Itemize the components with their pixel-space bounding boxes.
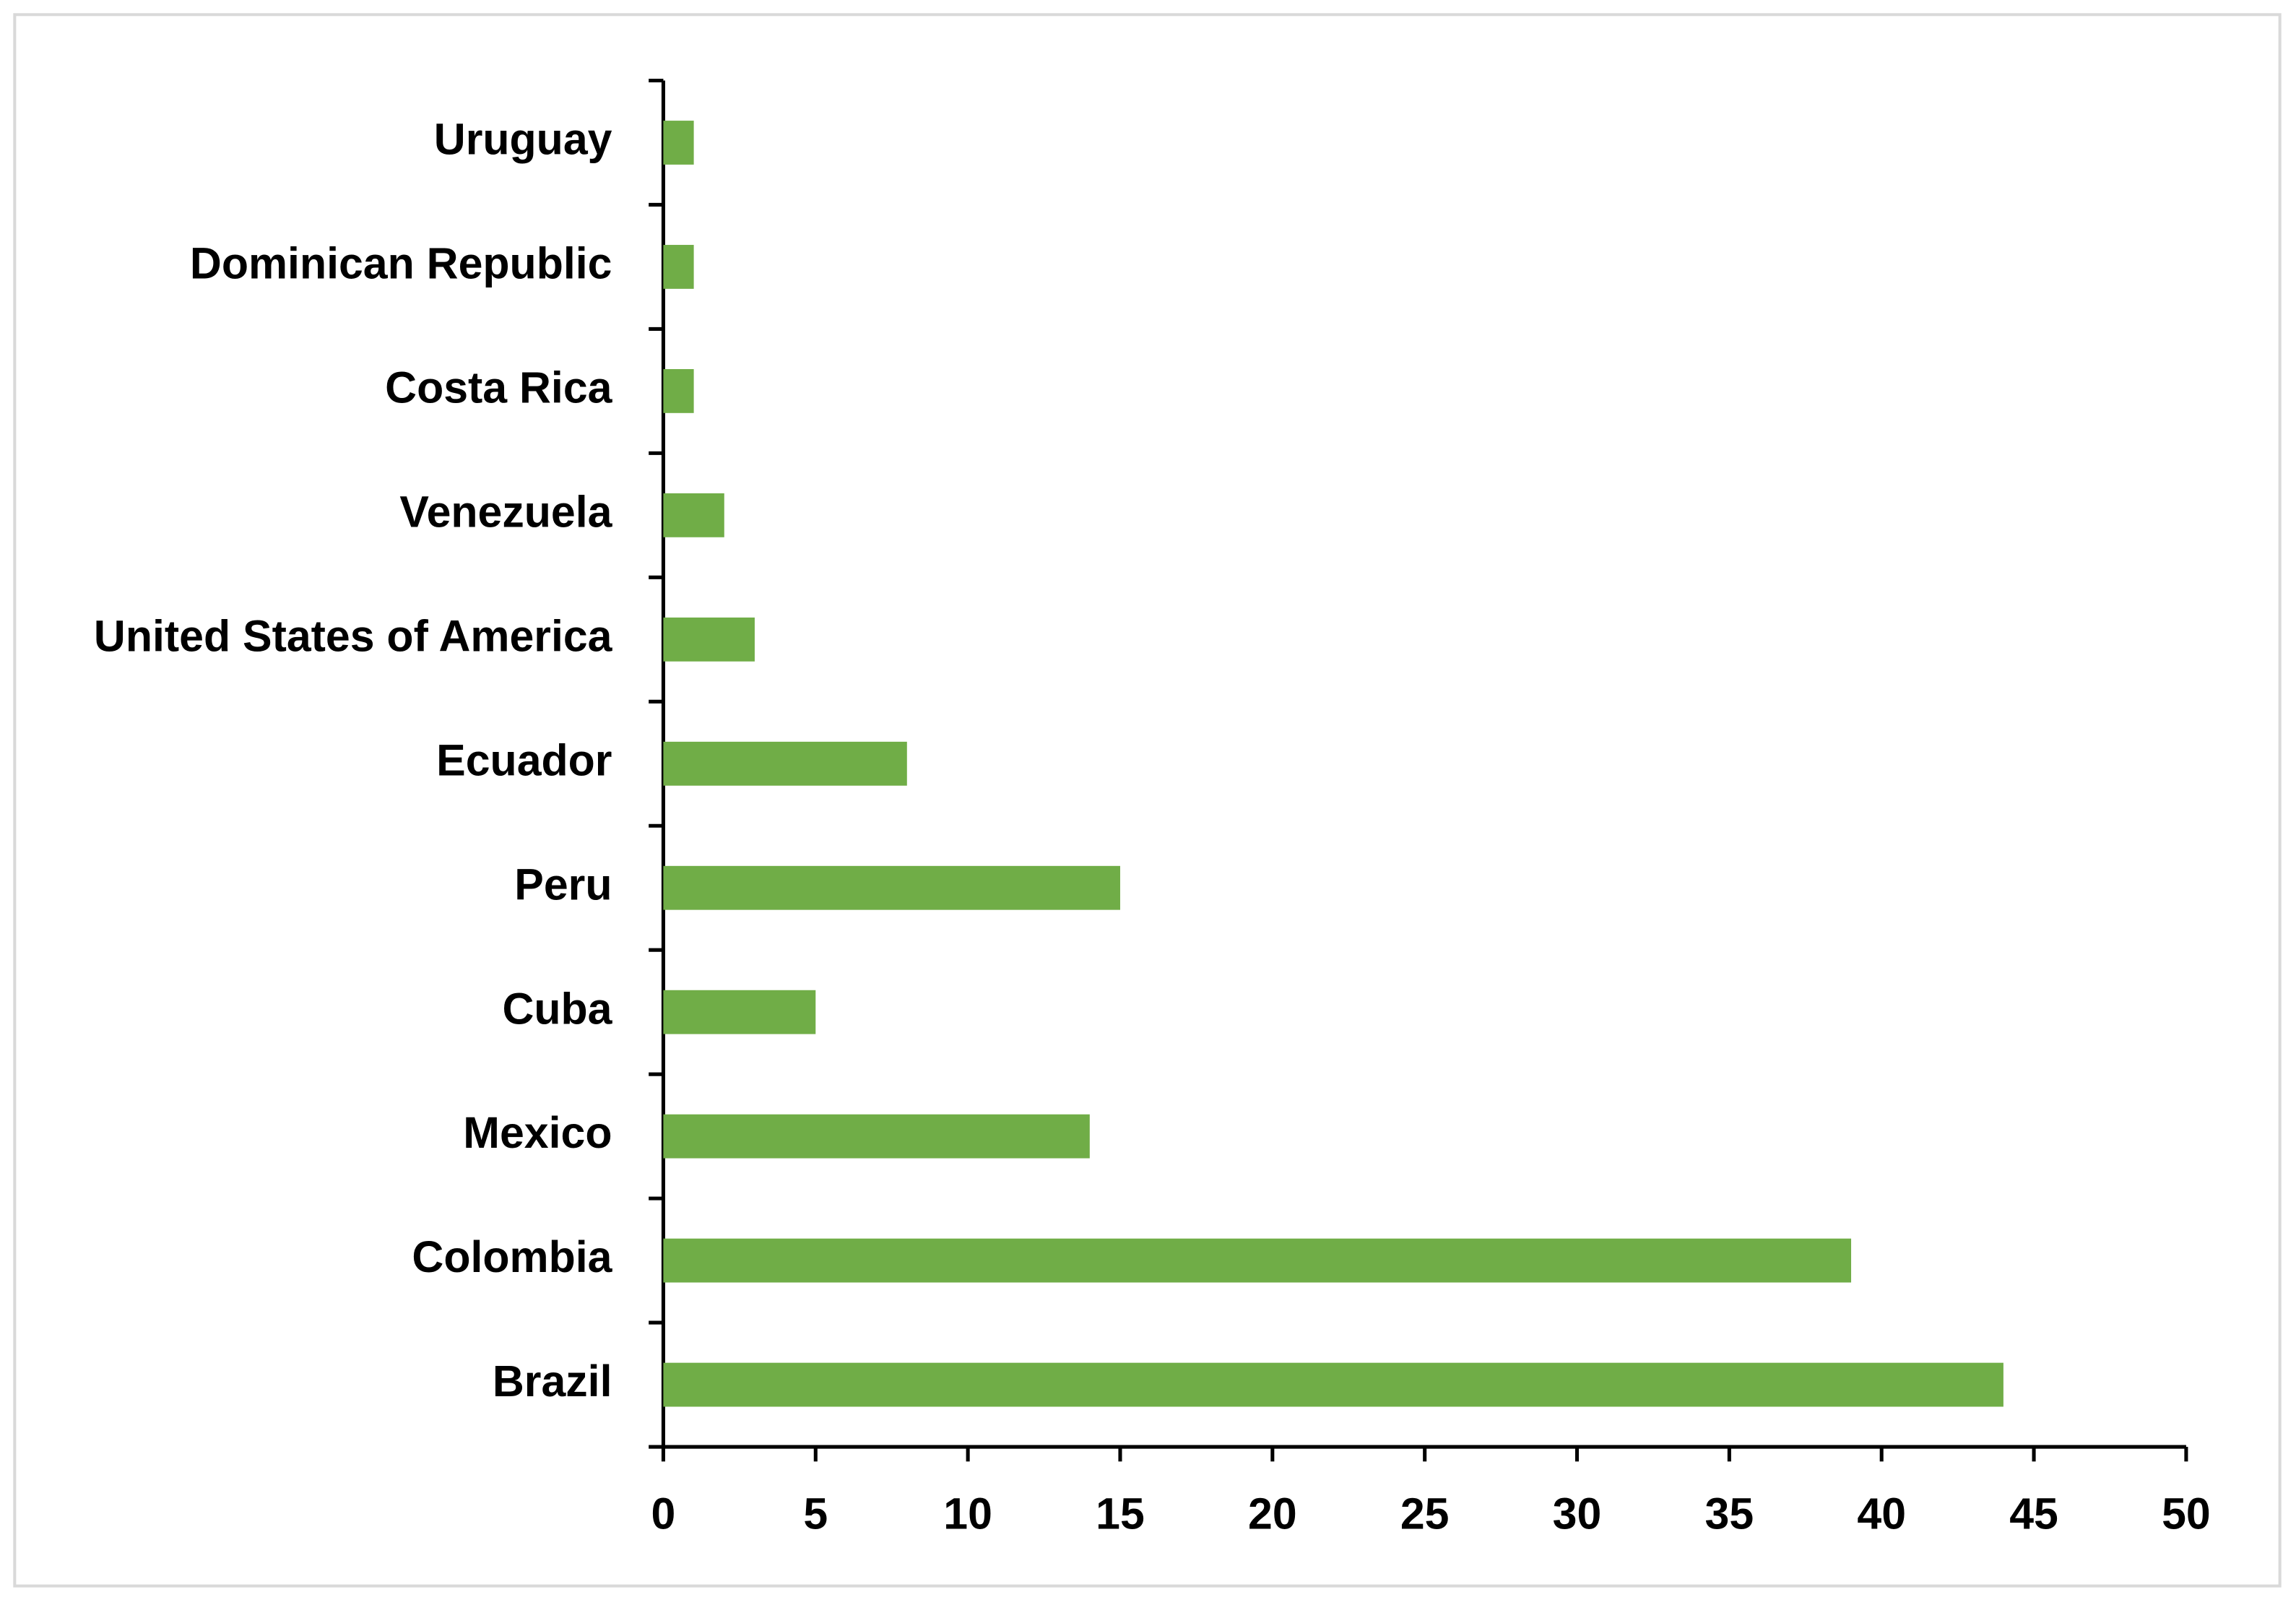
- y-tick-label: Dominican Republic: [190, 239, 612, 288]
- bar: [663, 617, 755, 662]
- bar: [663, 741, 907, 786]
- y-tick-label: Uruguay: [434, 115, 612, 164]
- y-tick-label: Venezuela: [399, 487, 612, 536]
- bar: [663, 990, 816, 1034]
- x-tick-label: 0: [651, 1489, 676, 1538]
- x-tick-label: 35: [1705, 1489, 1754, 1538]
- chart-border: [13, 13, 2282, 1588]
- bar: [663, 865, 1120, 910]
- bar: [663, 1238, 1852, 1283]
- x-tick-label: 25: [1400, 1489, 1450, 1538]
- y-tick-label: United States of America: [94, 611, 613, 660]
- y-tick-label: Brazil: [493, 1357, 612, 1406]
- y-tick-label: Peru: [514, 860, 612, 909]
- bar: [663, 1114, 1090, 1159]
- x-tick-label: 30: [1553, 1489, 1602, 1538]
- y-tick-label: Colombia: [412, 1232, 612, 1281]
- x-tick-label: 40: [1857, 1489, 1906, 1538]
- x-tick-label: 15: [1096, 1489, 1145, 1538]
- x-tick-label: 50: [2162, 1489, 2211, 1538]
- x-tick-label: 10: [943, 1489, 992, 1538]
- bar: [663, 493, 724, 537]
- bar: [663, 1362, 2003, 1407]
- bar: [663, 368, 694, 413]
- x-tick-label: 45: [2009, 1489, 2058, 1538]
- y-tick-label: Mexico: [463, 1108, 612, 1157]
- y-tick-label: Ecuador: [436, 735, 612, 784]
- x-tick-label: 20: [1248, 1489, 1297, 1538]
- y-tick-label: Cuba: [502, 984, 612, 1033]
- bar: [663, 121, 694, 165]
- x-tick-label: 5: [803, 1489, 828, 1538]
- bar: [663, 245, 694, 289]
- y-tick-label: Costa Rica: [385, 363, 612, 412]
